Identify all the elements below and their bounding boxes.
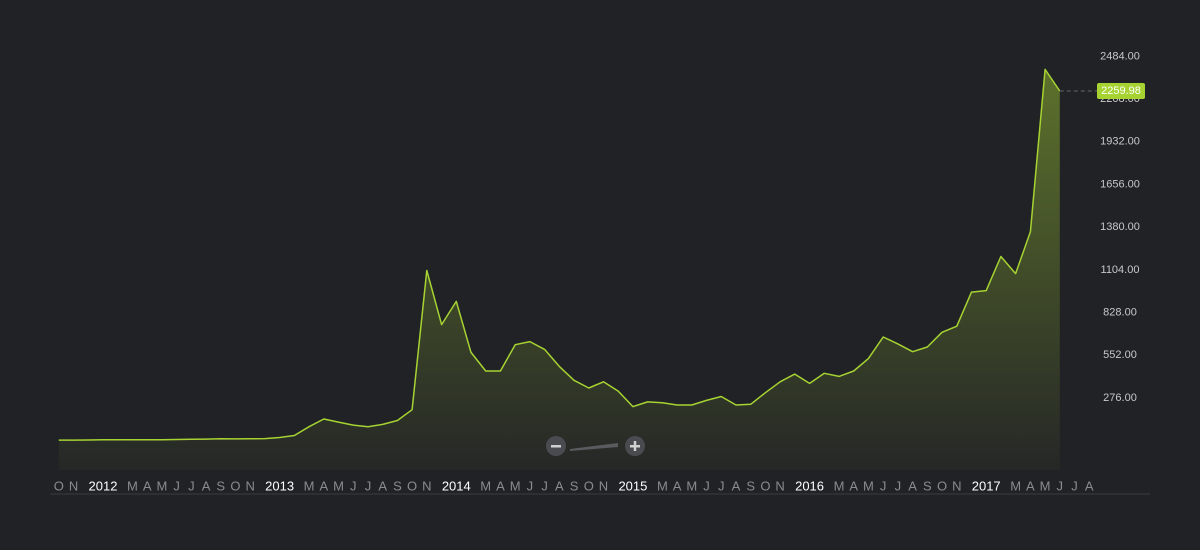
x-tick-label: N <box>952 478 961 493</box>
x-tick-label: 2014 <box>442 478 471 493</box>
x-tick-label: A <box>555 478 564 493</box>
x-tick-label: A <box>496 478 505 493</box>
x-tick-label: J <box>718 478 725 493</box>
x-tick-label: O <box>407 478 417 493</box>
x-tick-label: M <box>480 478 491 493</box>
x-tick-label: A <box>849 478 858 493</box>
x-tick-label: 2013 <box>265 478 294 493</box>
x-tick-label: A <box>1026 478 1035 493</box>
x-tick-label: J <box>365 478 372 493</box>
x-tick-label: N <box>775 478 784 493</box>
y-tick-label: 552.00 <box>1103 349 1137 361</box>
x-tick-label: J <box>895 478 902 493</box>
x-tick-label: N <box>422 478 431 493</box>
x-tick-label: 2016 <box>795 478 824 493</box>
x-tick-label: J <box>541 478 548 493</box>
x-tick-label: S <box>393 478 402 493</box>
x-tick-label: M <box>863 478 874 493</box>
x-tick-label: J <box>703 478 710 493</box>
x-tick-label: J <box>1057 478 1064 493</box>
y-tick-label: 828.00 <box>1103 306 1137 318</box>
x-tick-label: J <box>527 478 534 493</box>
y-tick-label: 1932.00 <box>1100 136 1140 148</box>
x-tick-label: M <box>304 478 315 493</box>
zoom-control[interactable] <box>546 436 645 456</box>
x-tick-label: A <box>908 478 917 493</box>
x-tick-label: S <box>923 478 932 493</box>
last-price-label: 2259.98 <box>1101 85 1141 97</box>
x-tick-label: S <box>746 478 755 493</box>
x-tick-label: N <box>246 478 255 493</box>
line <box>58 68 1060 441</box>
zoom-slider[interactable] <box>570 443 618 451</box>
x-tick-label: M <box>834 478 845 493</box>
y-tick-label: 1656.00 <box>1100 178 1140 190</box>
last-price-badge <box>1097 83 1145 100</box>
x-tick-label: N <box>599 478 608 493</box>
area <box>58 69 1060 470</box>
x-tick-label: A <box>673 478 682 493</box>
x-tick-label: O <box>760 478 770 493</box>
x-tick-label: O <box>584 478 594 493</box>
x-tick-label: M <box>333 478 344 493</box>
x-tick-label: M <box>686 478 697 493</box>
x-tick-label: M <box>1040 478 1051 493</box>
y-tick-label: 2484.00 <box>1100 50 1140 62</box>
x-tick-label: M <box>657 478 668 493</box>
y-tick-label: 1104.00 <box>1101 264 1140 276</box>
plus-icon-v <box>633 441 637 451</box>
x-tick-label: S <box>216 478 225 493</box>
x-tick-label: A <box>202 478 211 493</box>
x-tick-label: A <box>143 478 152 493</box>
x-tick-label: M <box>510 478 521 493</box>
x-tick-label: A <box>1085 478 1094 493</box>
minus-icon <box>551 445 561 448</box>
x-tick-label: 2015 <box>618 478 647 493</box>
x-tick-label: M <box>127 478 138 493</box>
plot <box>58 68 1060 470</box>
x-tick-label: S <box>570 478 579 493</box>
x-tick-label: J <box>350 478 357 493</box>
x-tick-label: N <box>69 478 78 493</box>
x-tick-label: A <box>732 478 741 493</box>
y-tick-label: 276.00 <box>1103 392 1137 404</box>
x-tick-label: O <box>230 478 240 493</box>
x-tick-label: A <box>319 478 328 493</box>
x-tick-label: 2017 <box>972 478 1001 493</box>
x-tick-label: A <box>378 478 387 493</box>
x-tick-label: J <box>880 478 887 493</box>
x-tick-label: J <box>188 478 195 493</box>
x-tick-label: O <box>54 478 64 493</box>
x-tick-label: 2012 <box>89 478 118 493</box>
x-tick-label: J <box>1071 478 1078 493</box>
y-tick-label: 1380.00 <box>1100 221 1140 233</box>
x-tick-label: M <box>156 478 167 493</box>
x-tick-label: O <box>937 478 947 493</box>
x-tick-label: J <box>173 478 180 493</box>
x-tick-label: M <box>1010 478 1021 493</box>
